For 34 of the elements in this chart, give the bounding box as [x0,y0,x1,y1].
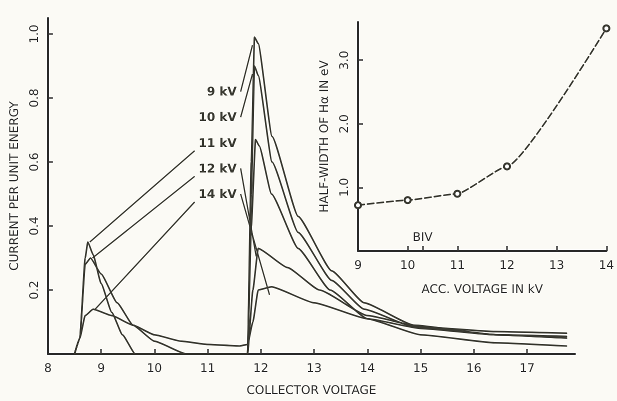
y-axis-title: HALF-WIDTH OF Hα IN eV [317,60,332,213]
x-tick-label: 12 [499,258,515,272]
x-tick-label: 14 [598,258,614,272]
x-tick-label: 15 [412,361,428,375]
x-tick-label: 13 [306,361,322,375]
y-axis-title: CURRENT PER UNIT ENERGY [7,100,21,271]
x-axis-title: COLLECTOR VOLTAGE [246,383,376,397]
x-tick-label: 9 [97,361,105,375]
series-label: 11 kV [198,136,238,150]
x-tick-label: 9 [354,258,362,272]
y-tick-label: 2.0 [337,114,351,134]
annotation: BIV [412,230,434,244]
series-label: 10 kV [198,110,238,124]
x-tick-label: 12 [253,361,269,375]
x-axis-title: ACC. VOLTAGE IN kV [421,282,544,296]
x-tick-label: 10 [146,361,162,375]
x-tick-label: 14 [360,361,375,375]
series-label: 9 kV [206,84,238,99]
text: 12 kV [198,161,238,176]
y-tick-label: 0.2 [26,280,41,300]
x-tick-label: 8 [44,361,52,375]
y-tick-label: 0.4 [26,216,41,236]
y-tick-label: 0.8 [26,88,41,108]
x-tick-label: 13 [549,258,564,272]
x-tick-label: 11 [200,361,216,375]
y-tick-label: 0.6 [26,152,41,172]
x-tick-label: 10 [400,258,416,272]
x-tick-label: 11 [450,258,465,272]
text: 14 kV [198,187,238,201]
y-tick-label: 1.0 [26,24,41,44]
y-tick-label: 3.0 [337,50,351,70]
y-tick-label: 1.0 [337,178,351,197]
x-tick-label: 17 [519,361,535,375]
x-tick-label: 16 [466,361,482,375]
